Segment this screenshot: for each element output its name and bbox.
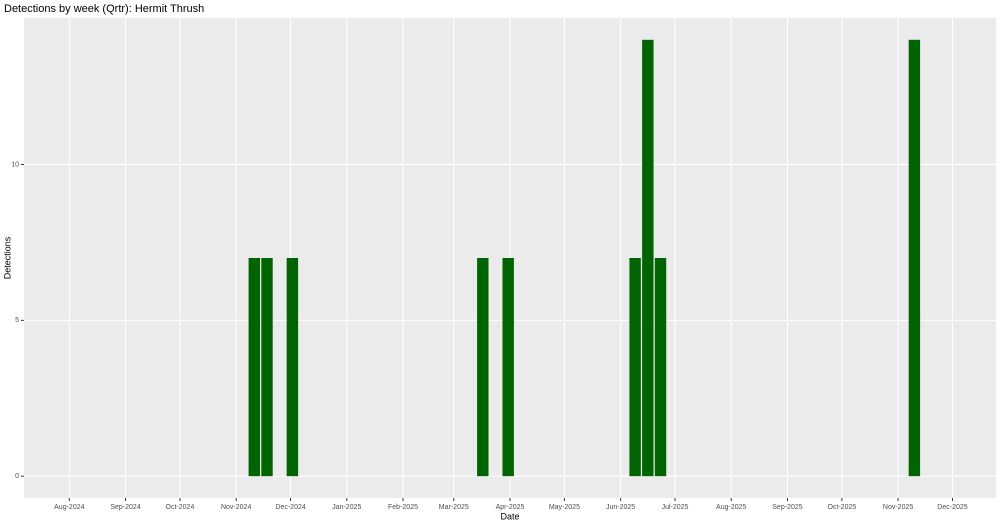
x-tick-label: Apr-2025 — [496, 504, 525, 511]
y-tick-label: 0 — [15, 473, 19, 480]
bar — [261, 258, 273, 477]
x-tick-label: Feb-2025 — [388, 504, 418, 511]
x-tick-label: Aug-2024 — [54, 504, 84, 511]
x-tick-label: Mar-2025 — [439, 504, 469, 511]
x-tick-label: Aug-2025 — [716, 504, 746, 511]
bar — [248, 258, 261, 477]
bar — [502, 258, 514, 477]
bar — [477, 258, 489, 477]
y-axis-title: Detections — [2, 236, 12, 279]
chart-title: Detections by week (Qrtr): Hermit Thrush — [4, 3, 204, 15]
x-tick-label: May-2025 — [549, 504, 580, 511]
x-tick-label: Sep-2025 — [772, 504, 802, 511]
x-axis-title: Date — [500, 511, 519, 521]
bar — [654, 258, 667, 477]
bar — [908, 39, 921, 477]
bar — [286, 258, 299, 477]
x-tick-label: Sep-2024 — [110, 504, 140, 511]
x-tick-label: Oct-2025 — [827, 504, 856, 511]
x-tick-label: Nov-2025 — [883, 504, 913, 511]
x-tick-label: Oct-2024 — [166, 504, 195, 511]
bar — [642, 39, 654, 477]
x-tick-label: Jan-2025 — [332, 504, 361, 511]
bar — [629, 258, 641, 477]
x-tick-label: Dec-2025 — [937, 504, 967, 511]
y-tick-label: 10 — [11, 161, 19, 168]
x-tick-label: Nov-2024 — [221, 504, 251, 511]
y-tick-label: 5 — [15, 317, 19, 324]
x-tick-label: Jul-2025 — [662, 504, 689, 511]
x-tick-label: Dec-2024 — [275, 504, 305, 511]
x-tick-label: Jun-2025 — [606, 504, 635, 511]
